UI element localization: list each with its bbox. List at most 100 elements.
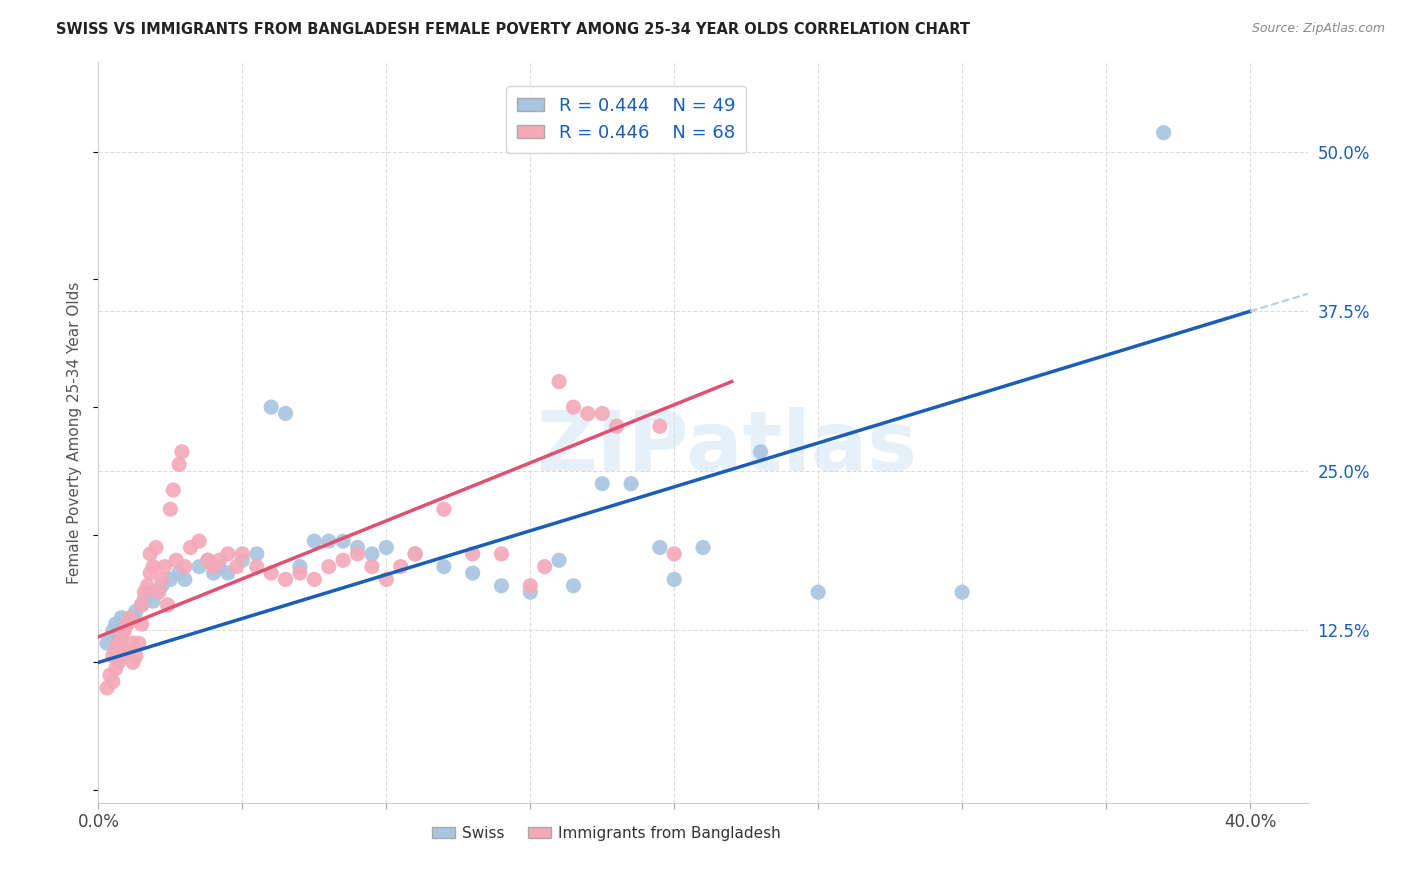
Point bbox=[112, 624, 135, 638]
Point bbox=[148, 585, 170, 599]
Point bbox=[361, 547, 384, 561]
Point bbox=[288, 559, 311, 574]
Point bbox=[107, 656, 129, 670]
Point bbox=[231, 553, 253, 567]
Point bbox=[107, 636, 129, 650]
Text: Source: ZipAtlas.com: Source: ZipAtlas.com bbox=[1251, 22, 1385, 36]
Point bbox=[217, 547, 239, 561]
Point bbox=[197, 553, 219, 567]
Point bbox=[288, 566, 311, 580]
Point bbox=[591, 407, 613, 421]
Point bbox=[389, 559, 412, 574]
Point bbox=[548, 375, 571, 389]
Point bbox=[260, 566, 283, 580]
Point bbox=[304, 534, 326, 549]
Point bbox=[125, 648, 148, 663]
Point bbox=[304, 573, 326, 587]
Point bbox=[274, 573, 297, 587]
Point bbox=[807, 585, 830, 599]
Point bbox=[202, 566, 225, 580]
Point bbox=[156, 598, 179, 612]
Point bbox=[110, 648, 132, 663]
Point bbox=[128, 636, 150, 650]
Point bbox=[110, 610, 132, 624]
Point bbox=[159, 573, 181, 587]
Point bbox=[139, 566, 162, 580]
Point bbox=[101, 624, 124, 638]
Point bbox=[664, 547, 686, 561]
Point bbox=[170, 444, 193, 458]
Point bbox=[104, 662, 127, 676]
Point bbox=[131, 617, 153, 632]
Point bbox=[217, 566, 239, 580]
Point bbox=[107, 630, 129, 644]
Point bbox=[346, 541, 368, 555]
Point bbox=[134, 585, 156, 599]
Point bbox=[1153, 126, 1175, 140]
Point bbox=[142, 594, 165, 608]
Point bbox=[165, 553, 187, 567]
Point bbox=[122, 656, 145, 670]
Point bbox=[145, 585, 167, 599]
Point bbox=[260, 400, 283, 414]
Point bbox=[620, 476, 643, 491]
Point bbox=[131, 598, 153, 612]
Point bbox=[167, 566, 190, 580]
Point bbox=[548, 553, 571, 567]
Point bbox=[375, 541, 398, 555]
Point bbox=[110, 630, 132, 644]
Y-axis label: Female Poverty Among 25-34 Year Olds: Female Poverty Among 25-34 Year Olds bbox=[67, 282, 83, 583]
Point bbox=[125, 604, 148, 618]
Point bbox=[173, 559, 195, 574]
Point bbox=[950, 585, 973, 599]
Point bbox=[562, 579, 585, 593]
Point bbox=[404, 547, 426, 561]
Point bbox=[692, 541, 714, 555]
Point bbox=[131, 598, 153, 612]
Point bbox=[208, 559, 231, 574]
Point bbox=[139, 585, 162, 599]
Point bbox=[491, 579, 513, 593]
Point bbox=[361, 559, 384, 574]
Point bbox=[208, 553, 231, 567]
Point bbox=[332, 534, 354, 549]
Point bbox=[104, 642, 127, 657]
Point bbox=[180, 541, 202, 555]
Point bbox=[104, 617, 127, 632]
Point bbox=[648, 419, 671, 434]
Point bbox=[162, 483, 184, 497]
Point bbox=[101, 674, 124, 689]
Point bbox=[375, 573, 398, 587]
Point bbox=[115, 617, 138, 632]
Point bbox=[101, 648, 124, 663]
Point bbox=[173, 573, 195, 587]
Legend: Swiss, Immigrants from Bangladesh: Swiss, Immigrants from Bangladesh bbox=[426, 820, 787, 847]
Point bbox=[433, 502, 456, 516]
Point bbox=[246, 547, 269, 561]
Point bbox=[318, 534, 340, 549]
Point bbox=[664, 573, 686, 587]
Point bbox=[576, 407, 599, 421]
Point bbox=[188, 534, 211, 549]
Point bbox=[167, 458, 190, 472]
Point bbox=[606, 419, 628, 434]
Point bbox=[96, 636, 118, 650]
Point bbox=[188, 559, 211, 574]
Text: ZIPatlas: ZIPatlas bbox=[537, 407, 918, 488]
Point bbox=[122, 636, 145, 650]
Point bbox=[153, 559, 176, 574]
Point bbox=[112, 642, 135, 657]
Point bbox=[519, 585, 541, 599]
Point bbox=[274, 407, 297, 421]
Point bbox=[98, 668, 121, 682]
Point bbox=[491, 547, 513, 561]
Point bbox=[145, 541, 167, 555]
Point bbox=[142, 559, 165, 574]
Point bbox=[150, 579, 173, 593]
Point bbox=[112, 620, 135, 634]
Point bbox=[591, 476, 613, 491]
Point bbox=[749, 444, 772, 458]
Point bbox=[318, 559, 340, 574]
Point bbox=[461, 547, 484, 561]
Point bbox=[197, 553, 219, 567]
